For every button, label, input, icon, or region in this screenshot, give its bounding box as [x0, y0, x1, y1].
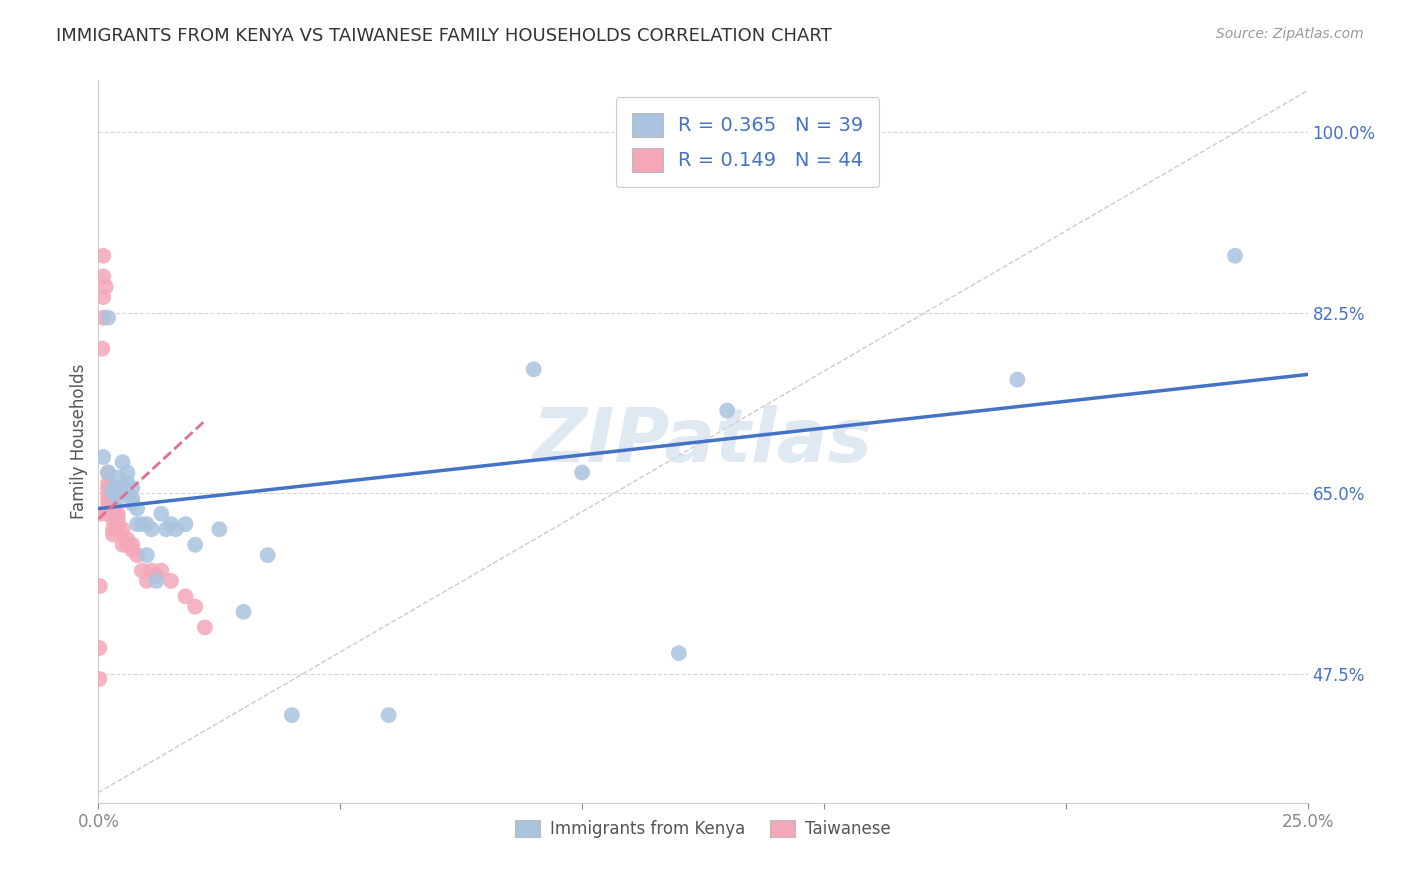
Point — [97, 486, 120, 500]
Point — [194, 620, 217, 634]
Point — [523, 362, 546, 376]
Point — [145, 568, 167, 582]
Point — [117, 466, 139, 480]
Point — [97, 475, 120, 490]
Point — [107, 491, 129, 506]
Point — [281, 708, 304, 723]
Point — [111, 538, 134, 552]
Point — [165, 522, 187, 536]
Point — [97, 496, 120, 510]
Point — [91, 310, 114, 325]
Point — [121, 542, 143, 557]
Point — [1007, 373, 1029, 387]
Point — [174, 590, 197, 604]
Point — [94, 279, 117, 293]
Point — [127, 548, 149, 562]
Point — [121, 496, 143, 510]
Legend: Immigrants from Kenya, Taiwanese: Immigrants from Kenya, Taiwanese — [509, 814, 897, 845]
Point — [97, 491, 120, 506]
Point — [571, 466, 593, 480]
Point — [101, 527, 124, 541]
Point — [184, 599, 207, 614]
Point — [89, 579, 111, 593]
Point — [107, 471, 129, 485]
Point — [101, 522, 124, 536]
Point — [89, 640, 111, 655]
Point — [101, 507, 124, 521]
Point — [101, 512, 124, 526]
Point — [135, 517, 157, 532]
Point — [97, 466, 120, 480]
Point — [111, 522, 134, 536]
Point — [160, 517, 183, 532]
Point — [90, 507, 112, 521]
Point — [107, 512, 129, 526]
Point — [117, 475, 139, 490]
Point — [97, 507, 120, 521]
Point — [121, 481, 143, 495]
Point — [1223, 249, 1246, 263]
Point — [232, 605, 254, 619]
Text: Source: ZipAtlas.com: Source: ZipAtlas.com — [1216, 27, 1364, 41]
Point — [97, 310, 120, 325]
Point — [121, 491, 143, 506]
Point — [101, 486, 124, 500]
Point — [141, 564, 163, 578]
Point — [160, 574, 183, 588]
Point — [107, 507, 129, 521]
Point — [117, 533, 139, 547]
Point — [131, 517, 153, 532]
Point — [184, 538, 207, 552]
Point — [150, 507, 173, 521]
Point — [91, 342, 114, 356]
Point — [107, 522, 129, 536]
Point — [131, 564, 153, 578]
Point — [668, 646, 690, 660]
Point — [111, 481, 134, 495]
Point — [107, 517, 129, 532]
Point — [101, 491, 124, 506]
Point — [377, 708, 399, 723]
Point — [141, 522, 163, 536]
Point — [127, 501, 149, 516]
Point — [174, 517, 197, 532]
Point — [89, 672, 111, 686]
Point — [101, 501, 124, 516]
Point — [716, 403, 738, 417]
Point — [97, 466, 120, 480]
Point — [208, 522, 231, 536]
Point — [101, 481, 124, 495]
Point — [145, 574, 167, 588]
Point — [155, 522, 177, 536]
Point — [135, 548, 157, 562]
Text: IMMIGRANTS FROM KENYA VS TAIWANESE FAMILY HOUSEHOLDS CORRELATION CHART: IMMIGRANTS FROM KENYA VS TAIWANESE FAMIL… — [56, 27, 832, 45]
Point — [97, 481, 120, 495]
Point — [150, 564, 173, 578]
Point — [111, 455, 134, 469]
Point — [91, 450, 114, 464]
Point — [121, 538, 143, 552]
Y-axis label: Family Households: Family Households — [70, 364, 89, 519]
Point — [91, 249, 114, 263]
Point — [91, 290, 114, 304]
Point — [256, 548, 278, 562]
Point — [135, 574, 157, 588]
Point — [91, 269, 114, 284]
Point — [117, 486, 139, 500]
Text: ZIPatlas: ZIPatlas — [533, 405, 873, 478]
Point — [117, 538, 139, 552]
Point — [101, 496, 124, 510]
Point — [127, 517, 149, 532]
